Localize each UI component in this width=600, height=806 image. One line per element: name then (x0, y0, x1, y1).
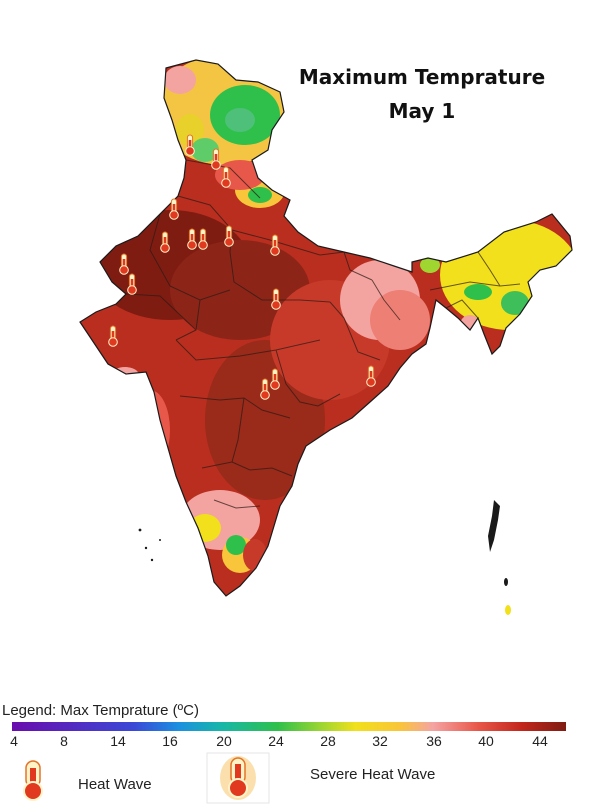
zone-mild-gujarat (111, 367, 139, 383)
legend-tick: 36 (426, 733, 442, 749)
lakshadweep-islands (138, 528, 161, 562)
thermometer-icon (23, 760, 43, 801)
heat-wave-marker (108, 325, 118, 347)
zone-cool-manipur (501, 291, 529, 315)
legend-tick: 32 (372, 733, 388, 749)
zone-moderate-himachal (176, 114, 204, 146)
thermometer-glow-icon (206, 752, 270, 804)
heat-wave-marker (169, 198, 179, 220)
zone-warm-west-coast (130, 390, 170, 470)
heat-wave-marker (224, 225, 234, 247)
heat-wave-marker (211, 148, 221, 170)
zone-cool-meghalaya (464, 284, 492, 300)
heat-wave-marker (127, 273, 137, 295)
heat-wave-marker (221, 166, 231, 188)
zone-extreme-central (170, 240, 310, 340)
map-title-line1: Maximum Temprature (298, 65, 546, 89)
legend-tick: 14 (110, 733, 126, 749)
legend-tick: 40 (478, 733, 494, 749)
zone-cool-himachal (191, 138, 219, 162)
heat-wave-marker (187, 228, 197, 250)
legend-tick: 8 (60, 733, 68, 749)
legend-tick: 24 (268, 733, 284, 749)
zone-mild-tripura (460, 315, 480, 335)
legend-tick: 4 (10, 733, 18, 749)
zone-cool-core (225, 108, 255, 132)
temperature-zones (90, 60, 572, 573)
legend-color-scale (12, 722, 566, 731)
heat-wave-marker (260, 378, 270, 400)
legend-title: Legend: Max Temprature (ºC) (2, 702, 199, 719)
heat-wave-marker (270, 368, 280, 390)
heat-wave-marker (270, 234, 280, 256)
zone-cool-uttarakhand (248, 187, 272, 203)
andaman-islands (488, 500, 511, 615)
heat-wave-marker (271, 288, 281, 310)
legend-tick: 28 (320, 733, 336, 749)
zone-cool-south (226, 535, 246, 555)
severe-heat-wave-label: Severe Heat Wave (310, 766, 436, 783)
legend-tick: 20 (216, 733, 232, 749)
legend-tick: 16 (162, 733, 178, 749)
map-title: Maximum Temprature May 1 (262, 60, 582, 128)
heat-wave-marker (198, 228, 208, 250)
heat-wave-marker (185, 134, 195, 156)
zone-mild-north (164, 66, 196, 94)
map-title-line2: May 1 (388, 99, 456, 123)
heat-wave-marker (160, 231, 170, 253)
heat-wave-marker (119, 253, 129, 275)
state-boundaries (125, 159, 521, 509)
heat-wave-label: Heat Wave (78, 776, 152, 793)
zone-cool-sikkim (420, 257, 440, 273)
heat-wave-marker (366, 365, 376, 387)
india-temperature-map (79, 59, 573, 615)
legend-tick: 44 (532, 733, 548, 749)
